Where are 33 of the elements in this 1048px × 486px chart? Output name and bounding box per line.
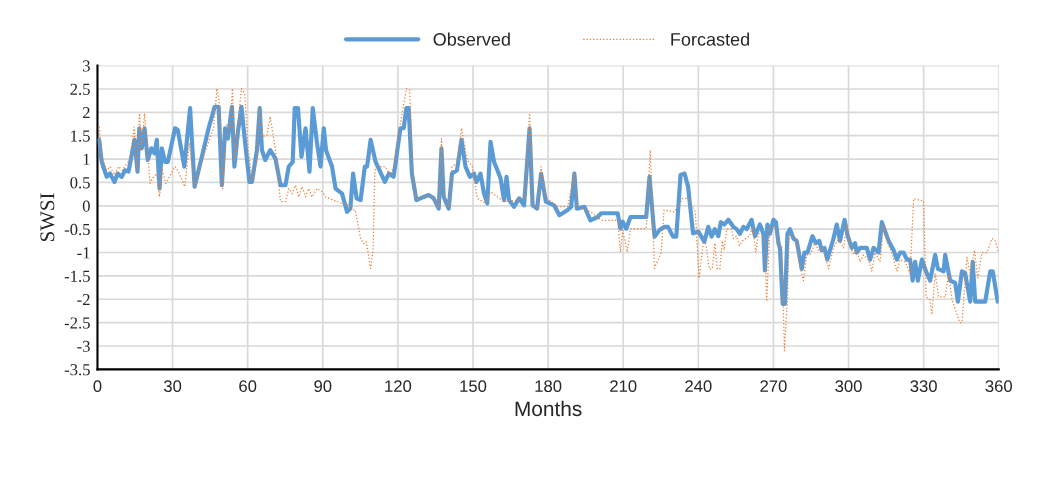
y-tick-label: 2: [82, 107, 90, 119]
y-tick-label: 0.5: [70, 177, 90, 189]
x-tick-label: 360: [985, 380, 1012, 393]
x-axis-title: Months: [515, 400, 582, 417]
x-tick-label: 210: [610, 380, 637, 393]
x-tick-label: 60: [239, 380, 257, 393]
y-tick-label: -3.5: [64, 364, 90, 376]
y-tick-label: -3: [77, 340, 90, 352]
x-tick-label: 0: [93, 380, 102, 393]
y-tick-label: -2: [77, 294, 90, 306]
y-tick-label: -1: [77, 247, 90, 259]
legend-label: Forcasted: [671, 32, 749, 46]
y-tick-label: -1.5: [64, 270, 90, 282]
y-tick-label: -0.5: [64, 223, 90, 236]
y-axis-title: SWSI: [40, 193, 55, 241]
x-tick-label: 30: [163, 380, 182, 393]
x-tick-label: 300: [835, 380, 862, 393]
y-tick-label: 0: [82, 200, 90, 212]
x-tick-label: 330: [910, 380, 937, 393]
y-tick-label: 2.5: [70, 83, 90, 95]
x-tick-label: 240: [685, 380, 712, 393]
x-tick-label: 150: [460, 380, 487, 393]
y-tick-label: 1.5: [71, 130, 90, 142]
y-tick-label: -2.5: [64, 317, 90, 329]
x-tick-label: 180: [535, 380, 562, 393]
line-series: [97, 104, 999, 307]
y-tick-label: 3: [82, 60, 90, 72]
y-tick-label: 1: [83, 153, 90, 165]
x-tick-label: 90: [314, 380, 332, 393]
line-series: [98, 87, 999, 352]
legend-label: Observed: [433, 32, 510, 46]
x-tick-label: 120: [385, 380, 412, 393]
x-tick-label: 270: [760, 380, 787, 393]
